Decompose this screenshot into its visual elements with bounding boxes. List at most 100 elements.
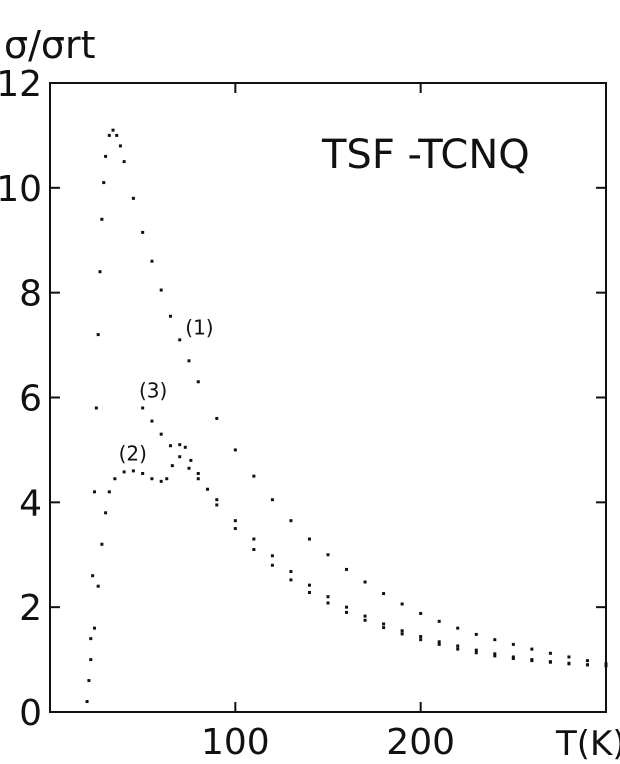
series-1-point-13	[115, 133, 119, 137]
series-2-label: (2)	[119, 441, 147, 465]
series-1-point-32	[363, 580, 367, 584]
series-3-point-10	[270, 554, 274, 558]
series-2-point-28	[382, 626, 386, 630]
data-points	[85, 128, 608, 704]
y-tick-label-4: 8	[19, 274, 42, 315]
series-2-point-31	[437, 642, 441, 646]
series-1-point-7	[98, 270, 102, 274]
series-1-point-12	[111, 128, 115, 132]
series-2-point-24	[307, 590, 311, 594]
series-2-point-2	[96, 584, 100, 588]
series-1-label: (1)	[185, 316, 213, 340]
series-3-point-23	[511, 655, 515, 659]
series-2-point-16	[189, 458, 193, 462]
series-3-point-19	[437, 640, 441, 644]
series-2-point-0	[89, 658, 93, 662]
series-2-point-20	[233, 527, 237, 531]
series-3	[141, 406, 608, 668]
series-3-point-0	[141, 406, 145, 410]
series-2-point-32	[456, 647, 460, 651]
series-3-point-18	[419, 635, 423, 639]
series-1-point-20	[168, 314, 172, 318]
series-1-point-3	[91, 574, 95, 578]
series-1-point-37	[456, 626, 460, 630]
series-1-point-2	[89, 637, 93, 641]
series-1-point-18	[150, 259, 154, 263]
series-2-point-29	[400, 632, 404, 636]
series-3-point-8	[233, 519, 237, 523]
series-3-point-16	[382, 622, 386, 626]
series-2-point-30	[419, 638, 423, 642]
series-3-label: (3)	[139, 379, 167, 403]
series-1-point-23	[196, 380, 200, 384]
series-3-point-12	[307, 583, 311, 587]
curve-labels: (1) (2) (3)	[119, 316, 214, 466]
series-1-point-25	[233, 448, 237, 452]
series-3-point-20	[456, 644, 460, 648]
series-1-point-9	[102, 181, 106, 185]
series-1-point-27	[270, 498, 274, 502]
series-2-point-17	[196, 472, 200, 476]
series-2-point-11	[159, 479, 163, 483]
series-3-point-13	[326, 595, 330, 599]
series-1-point-16	[131, 196, 135, 200]
series-1-point-0	[85, 700, 89, 704]
series-3-point-7	[215, 498, 219, 502]
series-3-point-1	[150, 419, 154, 423]
series-2-point-35	[511, 657, 515, 661]
series-3-point-14	[345, 605, 349, 609]
series-1-point-42	[548, 651, 552, 655]
series-2-point-25	[326, 601, 330, 605]
series-1-point-5	[94, 406, 98, 410]
series-1-point-41	[530, 647, 534, 651]
series-3-point-26	[567, 661, 571, 665]
series-3-point-25	[548, 660, 552, 664]
series-2-point-10	[150, 477, 154, 481]
series-2-point-13	[170, 464, 174, 468]
series-1-point-17	[141, 230, 145, 234]
series-2-point-5	[107, 490, 111, 494]
series-1-point-43	[567, 655, 571, 659]
series-2-point-1	[92, 626, 96, 630]
series-2-point-9	[141, 472, 145, 476]
series-2-point-18	[206, 487, 210, 491]
y-tick-label-0: 0	[19, 693, 42, 734]
series-1-point-31	[345, 567, 349, 571]
x-tick-label-0: 100	[201, 722, 270, 763]
series-1-point-10	[104, 154, 108, 158]
series-1-point-4	[92, 490, 96, 494]
series-3-point-5	[187, 466, 191, 470]
series-2-point-7	[122, 470, 126, 474]
series-1-point-11	[107, 133, 111, 137]
series-2-point-3	[100, 542, 104, 546]
series-2-point-34	[493, 654, 497, 658]
series-1-point-6	[96, 333, 100, 337]
series-1-point-1	[87, 679, 91, 683]
series-1-point-19	[159, 288, 163, 292]
series-1-point-45	[604, 662, 608, 666]
series-1-point-14	[118, 144, 122, 148]
series-3-point-11	[289, 570, 293, 574]
series-2-point-19	[215, 503, 219, 507]
series-1-point-21	[178, 338, 182, 342]
series-1-point-35	[419, 611, 423, 615]
series-3-point-21	[474, 648, 478, 652]
series-1-point-34	[400, 602, 404, 606]
series-2-point-26	[345, 610, 349, 614]
series-2-point-33	[474, 651, 478, 655]
series-2-point-15	[183, 445, 187, 449]
y-tick-label-1: 2	[19, 588, 42, 629]
series-1-point-29	[307, 537, 311, 541]
series-3-point-3	[168, 444, 172, 448]
series-1-point-40	[511, 642, 515, 646]
series-1	[85, 128, 608, 704]
series-1-point-39	[493, 638, 497, 642]
y-tick-label-6: 12	[0, 64, 42, 105]
series-2	[89, 443, 608, 668]
series-3-point-9	[252, 537, 256, 541]
y-tick-label-5: 10	[0, 169, 42, 210]
series-2-point-22	[270, 563, 274, 567]
series-1-point-30	[326, 553, 330, 557]
series-1-point-33	[382, 592, 386, 596]
